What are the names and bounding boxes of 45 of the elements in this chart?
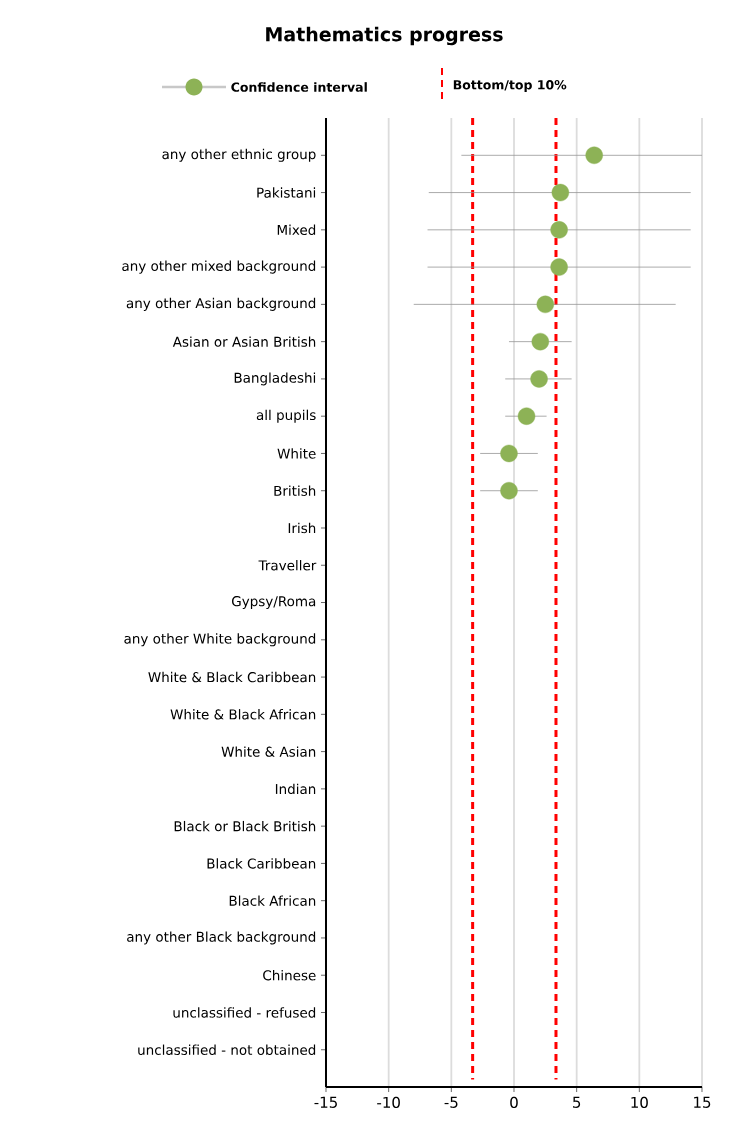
y-tick-label: any other Asian background <box>126 297 316 311</box>
point <box>550 258 568 276</box>
y-tick-label: any other mixed background <box>122 260 316 274</box>
y-tick-label: Black Caribbean <box>207 858 316 869</box>
y-tick-label: White & Asian <box>221 746 316 757</box>
point <box>530 370 548 388</box>
x-tick-label: 5 <box>573 1096 581 1108</box>
x-tick-label: -10 <box>377 1096 400 1109</box>
y-tick-label: White <box>277 448 316 459</box>
x-tick-label: -5 <box>444 1096 458 1108</box>
point <box>550 221 568 239</box>
point <box>531 332 550 351</box>
y-tick-label: White & Black Caribbean <box>148 671 316 683</box>
y-tick-label: Gypsy/Roma <box>232 596 316 609</box>
y-tick-label: Mixed <box>277 224 316 236</box>
y-tick-label: unclassified - not obtained <box>138 1044 316 1055</box>
ref-line-label: Bottom/top 10% <box>453 80 567 92</box>
chart-title: Mathematics progress <box>266 26 503 46</box>
y-tick-label: unclassified - refused <box>173 1007 316 1018</box>
y-tick-label: Black or Black British <box>174 820 316 832</box>
point <box>500 444 518 463</box>
y-tick-label: Black African <box>229 895 316 906</box>
y-tick-label: Chinese <box>263 970 316 981</box>
y-tick-label: White & Black African <box>170 709 316 720</box>
x-tick-label: 15 <box>694 1096 711 1108</box>
y-tick-label: Bangladeshi <box>234 372 316 386</box>
x-tick-label: 0 <box>510 1096 518 1109</box>
y-tick-label: any other ethnic group <box>162 148 316 162</box>
y-tick-label: British <box>274 485 316 496</box>
y-tick-label: Traveller <box>258 560 317 571</box>
x-tick-label: 10 <box>631 1096 648 1109</box>
point <box>500 482 518 500</box>
x-tick-label: -15 <box>314 1096 337 1108</box>
y-tick-label: Pakistani <box>257 187 316 198</box>
y-tick-label: Asian or Asian British <box>172 336 316 347</box>
y-tick-label: all pupils <box>256 409 316 423</box>
point <box>585 146 603 164</box>
y-tick-label: Indian <box>275 783 316 795</box>
y-tick-label: any other Black background <box>127 931 316 945</box>
legend-label: Confidence interval <box>231 82 367 92</box>
point <box>536 295 555 314</box>
point <box>551 183 570 202</box>
y-tick-label: Irish <box>288 522 316 534</box>
y-tick-label: any other White background <box>124 633 316 647</box>
point <box>517 407 536 425</box>
